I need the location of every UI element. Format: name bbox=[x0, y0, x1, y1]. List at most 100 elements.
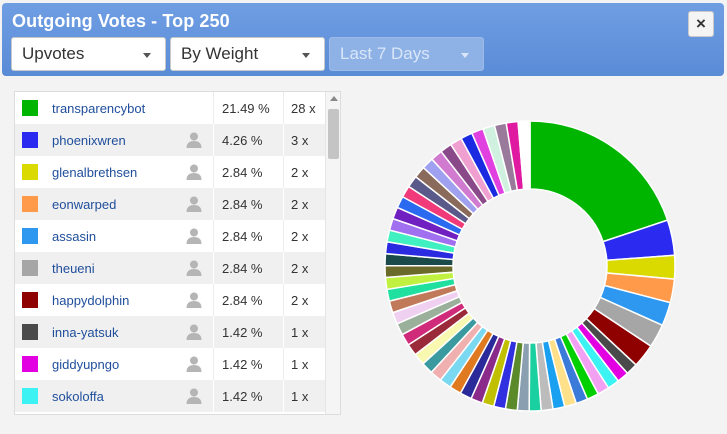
window-title: Outgoing Votes - Top 250 bbox=[12, 11, 230, 31]
donut-chart-svg bbox=[384, 120, 676, 412]
list-item[interactable]: sokoloffa 1.42 % 1 x bbox=[15, 380, 325, 412]
color-swatch bbox=[22, 164, 38, 180]
sort-select[interactable]: By Weight bbox=[170, 37, 325, 71]
color-swatch bbox=[22, 228, 38, 244]
user-profile-icon[interactable] bbox=[185, 387, 203, 405]
vote-count: 2 x bbox=[291, 164, 309, 180]
user-profile-icon[interactable] bbox=[185, 259, 203, 277]
donut-slice[interactable] bbox=[517, 120, 531, 191]
close-button[interactable]: × bbox=[688, 11, 714, 37]
list-item[interactable]: giddyupngo 1.42 % 1 x bbox=[15, 348, 325, 380]
account-link[interactable]: transparencybot bbox=[52, 100, 146, 116]
column-divider bbox=[283, 380, 284, 412]
account-link[interactable]: phoenixwren bbox=[52, 132, 126, 148]
vote-percent: 1.42 % bbox=[222, 324, 263, 340]
list-item[interactable]: transparencybot 21.49 % 28 x bbox=[15, 92, 325, 124]
color-swatch bbox=[22, 356, 38, 372]
chevron-down-icon bbox=[461, 53, 469, 58]
account-link[interactable]: happydolphin bbox=[52, 292, 130, 308]
account-link[interactable]: inna-yatsuk bbox=[52, 324, 119, 340]
list-item[interactable]: glenalbrethsen 2.84 % 2 x bbox=[15, 156, 325, 188]
list-item[interactable]: theueni 2.84 % 2 x bbox=[15, 252, 325, 284]
window-header: Outgoing Votes - Top 250 × Upvotes By We… bbox=[2, 3, 724, 76]
vote-percent: 2.84 % bbox=[222, 196, 263, 212]
color-swatch bbox=[22, 100, 38, 116]
user-profile-icon[interactable] bbox=[185, 163, 203, 181]
vote-count: 2 x bbox=[291, 292, 309, 308]
chevron-down-icon bbox=[143, 53, 151, 58]
votes-list: transparencybot 21.49 % 28 x phoenixwren 4.2… bbox=[14, 91, 341, 415]
list-scrollbar[interactable] bbox=[325, 92, 340, 414]
column-divider bbox=[213, 316, 214, 348]
vote-percent: 2.84 % bbox=[222, 260, 263, 276]
column-divider bbox=[213, 124, 214, 156]
color-swatch bbox=[22, 196, 38, 212]
vote-percent: 1.42 % bbox=[222, 356, 263, 372]
account-link[interactable]: eonwarped bbox=[52, 196, 117, 212]
account-link[interactable]: giddyupngo bbox=[52, 356, 120, 372]
column-divider bbox=[283, 156, 284, 188]
column-divider bbox=[283, 124, 284, 156]
vote-type-select[interactable]: Upvotes bbox=[11, 37, 166, 71]
column-divider bbox=[283, 188, 284, 220]
account-link[interactable]: sokoloffa bbox=[52, 388, 104, 404]
vote-count: 1 x bbox=[291, 324, 309, 340]
column-divider bbox=[213, 220, 214, 252]
column-divider bbox=[283, 284, 284, 316]
column-divider bbox=[213, 348, 214, 380]
vote-count: 1 x bbox=[291, 356, 309, 372]
votes-donut-chart bbox=[355, 80, 715, 425]
user-profile-icon[interactable] bbox=[185, 195, 203, 213]
chevron-down-icon bbox=[302, 53, 310, 58]
color-swatch bbox=[22, 132, 38, 148]
column-divider bbox=[213, 252, 214, 284]
scroll-thumb[interactable] bbox=[328, 109, 339, 159]
user-profile-icon[interactable] bbox=[185, 131, 203, 149]
donut-slice-transparencybot[interactable] bbox=[529, 120, 669, 243]
vote-count: 2 x bbox=[291, 228, 309, 244]
color-swatch bbox=[22, 324, 38, 340]
scroll-up-icon[interactable] bbox=[330, 96, 338, 101]
sort-value: By Weight bbox=[181, 44, 259, 63]
vote-percent: 21.49 % bbox=[222, 100, 270, 116]
account-link[interactable]: assasin bbox=[52, 228, 97, 244]
vote-count: 2 x bbox=[291, 196, 309, 212]
vote-count: 1 x bbox=[291, 388, 309, 404]
vote-count: 28 x bbox=[291, 100, 316, 116]
vote-count: 3 x bbox=[291, 132, 309, 148]
column-divider bbox=[213, 284, 214, 316]
user-profile-icon[interactable] bbox=[185, 355, 203, 373]
column-divider bbox=[213, 188, 214, 220]
column-divider bbox=[213, 156, 214, 188]
account-link[interactable]: glenalbrethsen bbox=[52, 164, 138, 180]
period-value: Last 7 Days bbox=[340, 44, 430, 63]
column-divider bbox=[283, 348, 284, 380]
vote-percent: 1.42 % bbox=[222, 388, 263, 404]
column-divider bbox=[213, 92, 214, 124]
user-profile-icon[interactable] bbox=[185, 291, 203, 309]
column-divider bbox=[283, 92, 284, 124]
user-profile-icon[interactable] bbox=[185, 227, 203, 245]
column-divider bbox=[283, 220, 284, 252]
vote-percent: 4.26 % bbox=[222, 132, 263, 148]
color-swatch bbox=[22, 260, 38, 276]
list-item[interactable]: inna-yatsuk 1.42 % 1 x bbox=[15, 316, 325, 348]
period-select: Last 7 Days bbox=[329, 37, 484, 71]
account-link[interactable]: theueni bbox=[52, 260, 95, 276]
column-divider bbox=[283, 252, 284, 284]
list-item[interactable]: happydolphin 2.84 % 2 x bbox=[15, 284, 325, 316]
color-swatch bbox=[22, 292, 38, 308]
vote-percent: 2.84 % bbox=[222, 292, 263, 308]
column-divider bbox=[213, 380, 214, 412]
list-item[interactable]: eonwarped 2.84 % 2 x bbox=[15, 188, 325, 220]
list-item[interactable]: phoenixwren 4.26 % 3 x bbox=[15, 124, 325, 156]
user-profile-icon[interactable] bbox=[185, 323, 203, 341]
vote-count: 2 x bbox=[291, 260, 309, 276]
vote-percent: 2.84 % bbox=[222, 228, 263, 244]
vote-percent: 2.84 % bbox=[222, 164, 263, 180]
list-item[interactable]: assasin 2.84 % 2 x bbox=[15, 220, 325, 252]
color-swatch bbox=[22, 388, 38, 404]
vote-type-value: Upvotes bbox=[22, 44, 85, 63]
column-divider bbox=[283, 316, 284, 348]
